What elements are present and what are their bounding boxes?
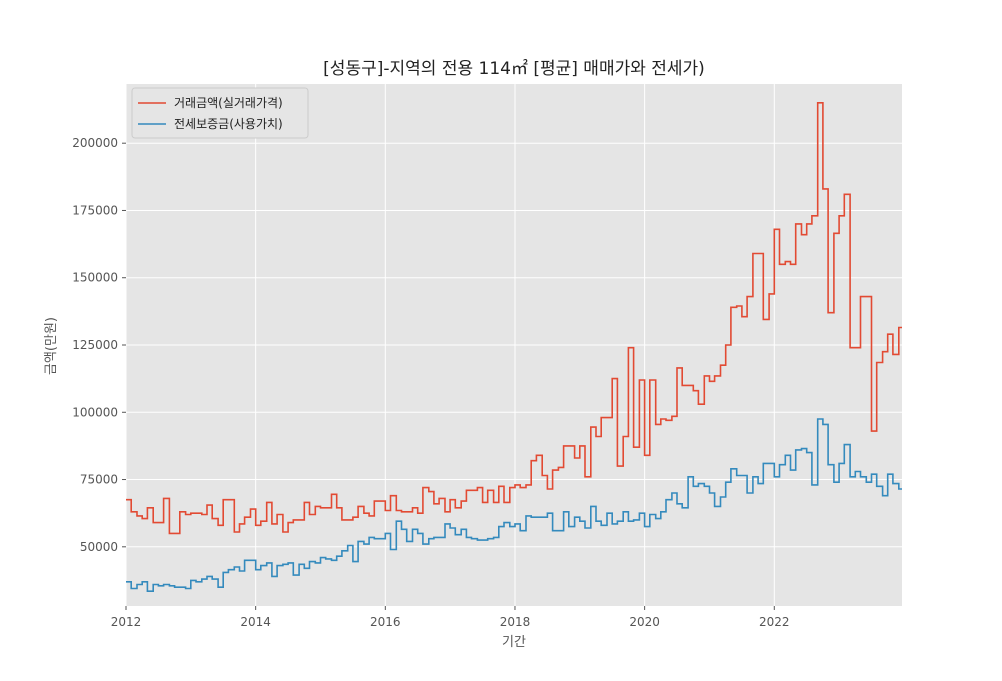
y-tick-label: 50000 [80, 540, 118, 554]
y-tick-label: 175000 [72, 203, 118, 217]
y-tick-label: 100000 [72, 405, 118, 419]
series-layer [126, 102, 902, 592]
x-tick-label: 2018 [500, 615, 531, 629]
x-axis-label: 기간 [502, 635, 526, 650]
tick-labels: 2012 2014 2016 2018 2020 2022 50000 75000 100000… [72, 136, 789, 629]
legend: 거래금액(실거래가격) 전세보증금(사용가치) [131, 87, 309, 139]
legend-label: 전세보증금(사용가치) [174, 117, 283, 131]
x-tick-label: 2022 [759, 615, 790, 629]
y-tick-label: 125000 [72, 338, 118, 352]
y-axis-label: 금액(만원) [44, 317, 59, 375]
y-tick-label: 75000 [80, 473, 118, 487]
x-tick-label: 2020 [629, 615, 660, 629]
x-tick-label: 2012 [111, 615, 142, 629]
legend-box [131, 87, 309, 139]
y-tick-label: 150000 [72, 271, 118, 285]
chart-title: [성동구]-지역의 전용 114㎡ [평균] 매매가와 전세가) [323, 59, 705, 79]
series-line-0 [126, 102, 902, 535]
y-tick-label: 200000 [72, 136, 118, 150]
x-tick-label: 2014 [240, 615, 271, 629]
x-tick-label: 2016 [370, 615, 401, 629]
series-line-1 [126, 418, 902, 592]
legend-label: 거래금액(실거래가격) [174, 96, 283, 110]
grid-lines [125, 84, 902, 606]
